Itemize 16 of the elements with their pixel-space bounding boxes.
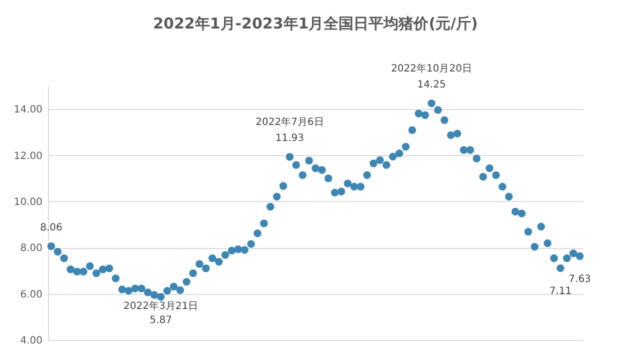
- y-tick-label: 14.00: [14, 104, 42, 116]
- annotation: 2022年10月20日: [391, 62, 472, 74]
- data-label: 11.93: [275, 132, 304, 144]
- data-label: 5.87: [150, 314, 172, 326]
- data-label: 7.63: [568, 274, 591, 286]
- y-tick-label: 8.00: [20, 243, 42, 254]
- annotation: 2022年3月21日: [124, 300, 198, 312]
- y-tick-label: 10.00: [14, 196, 42, 208]
- y-tick-label: 4.00: [20, 336, 42, 346]
- data-label: 7.11: [549, 286, 572, 298]
- annotation: 2022年7月6日: [256, 116, 324, 128]
- y-tick-label: 12.00: [14, 150, 42, 162]
- chart-title: 2022年1月-2023年1月全国日平均猪价(元/斤): [153, 14, 478, 32]
- data-label: 8.06: [40, 222, 62, 234]
- y-tick-label: 6.00: [20, 289, 42, 300]
- data-label: 14.25: [417, 79, 446, 90]
